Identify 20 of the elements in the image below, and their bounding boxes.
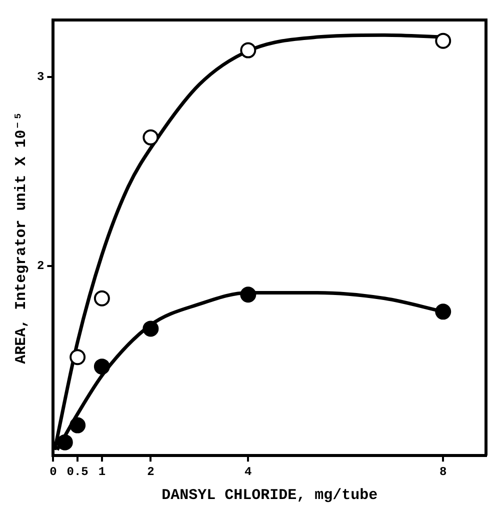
point: [435, 304, 452, 320]
point: [56, 434, 73, 450]
point: [70, 417, 86, 434]
point: [94, 290, 110, 306]
x-tick-label: 8: [440, 464, 447, 479]
point: [240, 42, 256, 58]
point: [94, 358, 110, 375]
point: [142, 320, 159, 337]
y-axis-title: AREA, Integrator unit X 10⁻⁵: [12, 112, 30, 364]
x-tick-label: 1: [98, 464, 106, 479]
x-tick-label: 4: [244, 464, 252, 479]
point: [240, 286, 256, 303]
x-tick-label: 0.5: [66, 464, 88, 479]
x-tick-label: 0: [50, 464, 57, 479]
x-axis-title: DANSYL CHLORIDE, mg/tube: [162, 486, 378, 504]
point: [435, 32, 452, 49]
point: [142, 129, 159, 146]
x-tick-label: 2: [147, 464, 154, 479]
y-tick-label: 3: [37, 70, 44, 84]
point: [70, 349, 86, 366]
